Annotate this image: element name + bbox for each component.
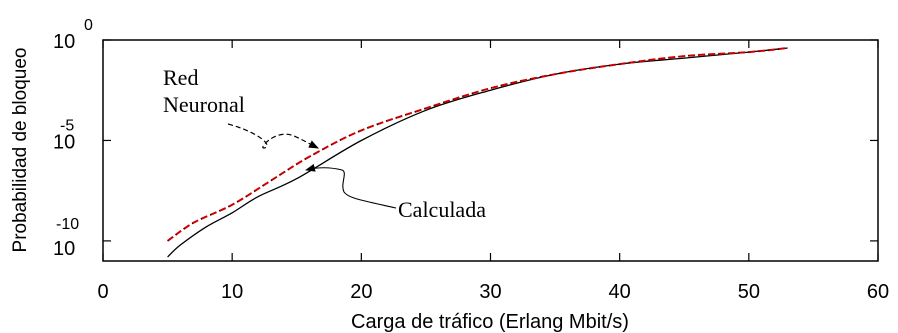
annotation-calculada-label: Calculada [398,197,486,222]
y-tick-label-exponent: -10 [56,216,79,233]
x-tick-label: 0 [97,281,108,303]
annotation-red-neuronal: Red Neuronal [163,65,319,149]
x-axis-ticks: 0 10 20 30 40 50 60 [97,40,889,303]
y-tick-label-base: 10 [53,238,75,260]
plot-frame [102,39,879,262]
series-line-red-neuronal [167,47,788,242]
x-tick-label: 40 [609,281,631,303]
y-tick-label-base: 10 [53,131,75,153]
x-axis-label: Carga de tráfico (Erlang Mbit/s) [351,311,629,333]
y-tick-label-exponent: -5 [60,117,74,134]
annotation-red-neuronal-arrow [227,123,319,149]
series-line-calculada [167,47,788,258]
annotation-calculada-arrow [305,163,397,209]
x-tick-label: 30 [479,281,501,303]
annotation-calculada: Calculada [305,163,486,222]
y-tick-label-base: 10 [53,31,75,53]
annotation-red-neuronal-line2: Neuronal [163,92,245,117]
annotation-red-neuronal-line1: Red [163,65,198,90]
series-layer [167,47,788,258]
x-tick-label: 60 [867,281,889,303]
y-tick-label-exponent: 0 [84,17,93,34]
x-tick-label: 10 [221,281,243,303]
x-tick-label: 50 [738,281,760,303]
y-axis-label: Probabilidad de bloqueo [10,48,31,253]
x-tick-label: 20 [350,281,372,303]
